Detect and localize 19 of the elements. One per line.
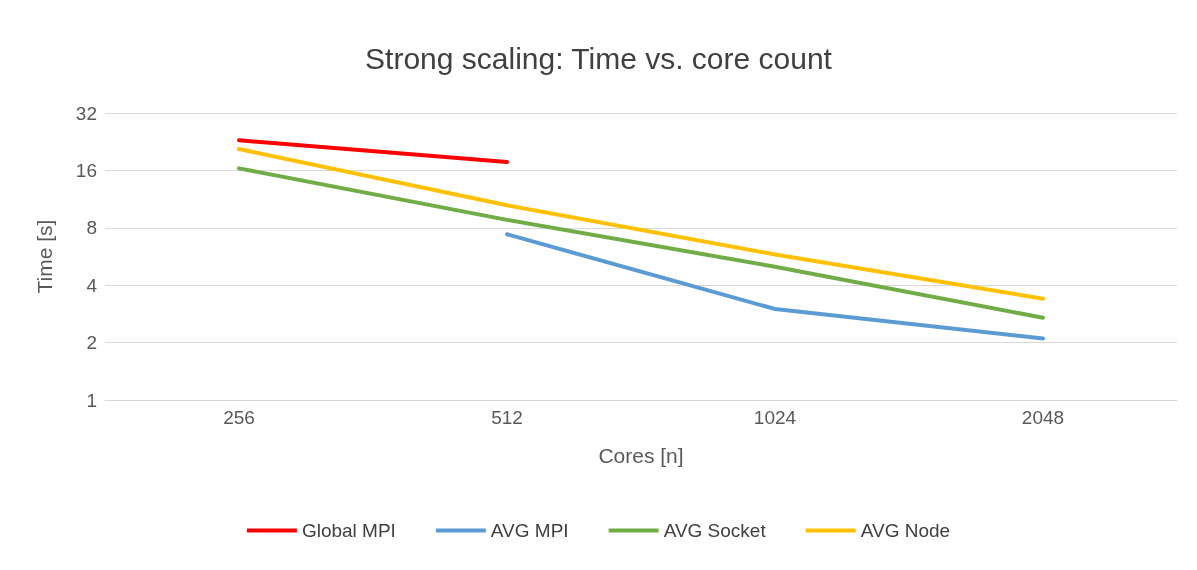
y-tick-label: 2 [86,332,97,354]
y-tick-label: 4 [86,274,98,296]
y-tick-label: 8 [86,217,97,239]
line-series [237,147,1045,301]
x-tick-label: 512 [491,407,523,428]
y-tick-label: 1 [86,389,97,411]
x-tick-label: 256 [223,407,255,428]
y-axis-title: Time [s] [33,219,56,294]
legend-label: AVG Node [860,520,951,541]
y-tick-label: 16 [75,159,97,181]
chart-title: Strong scaling: Time vs. core count [365,41,833,75]
x-tick-label: 2048 [1021,407,1065,428]
legend-label: AVG Socket [663,520,767,541]
x-axis-title: Cores [n] [598,444,684,467]
line-series [237,166,1045,320]
x-tick-label: 1024 [753,407,797,428]
legend-label: AVG MPI [490,520,569,541]
legend-label: Global MPI [301,520,396,541]
y-tick-label: 32 [75,102,97,124]
